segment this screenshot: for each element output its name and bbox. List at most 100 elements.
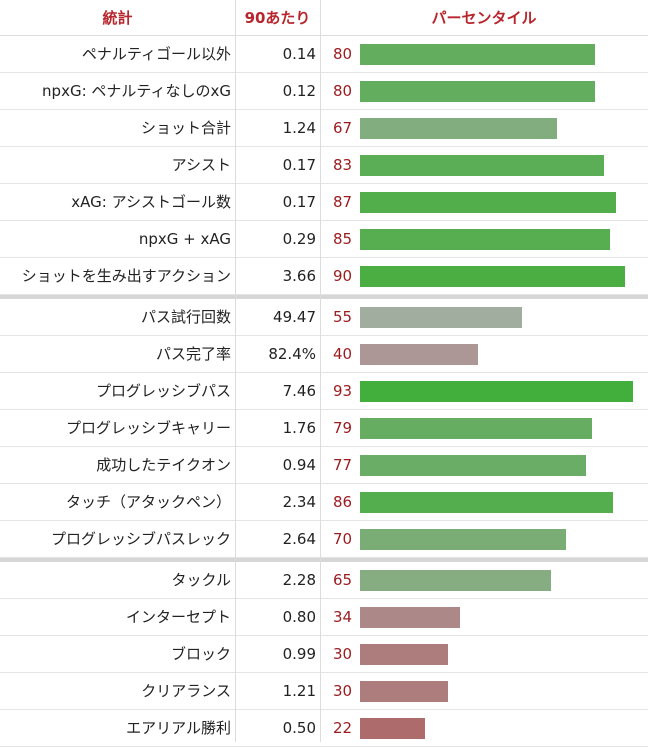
percentile-bar <box>360 192 616 213</box>
stat-name: クリアランス <box>141 682 231 700</box>
percentile-bar <box>360 381 633 402</box>
per90-value: 0.80 <box>282 608 316 626</box>
percentile-bar <box>360 607 460 628</box>
per90-value: 82.4% <box>268 345 316 363</box>
percentile-value: 22 <box>333 719 353 737</box>
percentile-value: 30 <box>333 645 353 663</box>
table-row: インターセプト 0.80 34 <box>0 599 648 636</box>
stat-name: npxG: ペナルティなしのxG <box>42 82 231 100</box>
stat-name: npxG + xAG <box>138 230 231 248</box>
percentile-bar <box>360 418 592 439</box>
percentile-value: 80 <box>333 82 353 100</box>
stat-name: パス試行回数 <box>140 308 231 326</box>
stat-name: 成功したテイクオン <box>96 456 231 474</box>
stat-name: ブロック <box>170 645 231 663</box>
stat-name: ペナルティゴール以外 <box>81 45 231 63</box>
stat-name: ショットを生み出すアクション <box>21 267 231 285</box>
percentile-value: 30 <box>333 682 353 700</box>
per90-value: 0.17 <box>282 193 316 211</box>
table-row: タックル 2.28 65 <box>0 558 648 599</box>
percentile-value: 77 <box>333 456 353 474</box>
percentile-bar <box>360 644 448 665</box>
table-row: 成功したテイクオン 0.94 77 <box>0 447 648 484</box>
per90-value: 49.47 <box>273 308 316 326</box>
per90-value: 0.29 <box>282 230 316 248</box>
per90-value: 0.14 <box>282 45 316 63</box>
percentile-value: 86 <box>333 493 353 511</box>
per90-value: 2.34 <box>282 493 316 511</box>
percentile-value: 90 <box>333 267 353 285</box>
per90-value: 2.28 <box>282 571 316 589</box>
percentile-value: 80 <box>333 45 353 63</box>
table-row: ペナルティゴール以外 0.14 80 <box>0 36 648 73</box>
table-row: xAG: アシストゴール数 0.17 87 <box>0 184 648 221</box>
per90-value: 7.46 <box>282 382 316 400</box>
table-row: エアリアル勝利 0.50 22 <box>0 710 648 747</box>
percentile-bar <box>360 229 610 250</box>
percentile-value: 93 <box>333 382 353 400</box>
table-row: npxG + xAG 0.29 85 <box>0 221 648 258</box>
stat-name: タッチ（アタックペン） <box>65 493 231 511</box>
table-row: プログレッシブパスレック 2.64 70 <box>0 521 648 558</box>
per90-value: 0.99 <box>282 645 316 663</box>
column-divider <box>235 0 236 742</box>
per90-value: 1.24 <box>282 119 316 137</box>
percentile-value: 70 <box>333 530 353 548</box>
stat-name: xAG: アシストゴール数 <box>71 193 231 211</box>
percentile-value: 87 <box>333 193 353 211</box>
per90-value: 1.76 <box>282 419 316 437</box>
percentile-bar <box>360 44 595 65</box>
header-stat[interactable]: 統計 <box>102 9 133 27</box>
table-row: クリアランス 1.21 30 <box>0 673 648 710</box>
stat-name: タックル <box>171 571 231 589</box>
stat-name: エアリアル勝利 <box>126 719 231 737</box>
per90-value: 0.94 <box>282 456 316 474</box>
table-row: パス試行回数 49.47 55 <box>0 295 648 336</box>
stat-name: パス完了率 <box>155 345 231 363</box>
table-row: ブロック 0.99 30 <box>0 636 648 673</box>
stat-name: プログレッシブパス <box>95 382 231 400</box>
percentile-bar <box>360 570 551 591</box>
column-divider <box>320 0 321 742</box>
percentile-bar <box>360 81 595 102</box>
percentile-value: 79 <box>333 419 353 437</box>
percentile-bar <box>360 681 448 702</box>
percentile-value: 34 <box>333 608 353 626</box>
percentile-value: 67 <box>333 119 353 137</box>
percentile-value: 83 <box>333 156 353 174</box>
percentile-bar <box>360 307 522 328</box>
table-header: 統計 90あたり パーセンタイル <box>0 0 648 36</box>
header-per90[interactable]: 90あたり <box>244 9 311 27</box>
percentile-bar <box>360 155 604 176</box>
percentile-value: 85 <box>333 230 353 248</box>
stat-name: ショット合計 <box>140 119 231 137</box>
stat-name: インターセプト <box>125 608 231 626</box>
per90-value: 0.17 <box>282 156 316 174</box>
table-row: ショットを生み出すアクション 3.66 90 <box>0 258 648 295</box>
percentile-bar <box>360 529 566 550</box>
table-row: npxG: ペナルティなしのxG 0.12 80 <box>0 73 648 110</box>
per90-value: 3.66 <box>282 267 316 285</box>
table-row: ショット合計 1.24 67 <box>0 110 648 147</box>
table-row: タッチ（アタックペン） 2.34 86 <box>0 484 648 521</box>
table-body: ペナルティゴール以外 0.14 80 npxG: ペナルティなしのxG 0.12 80 ショ… <box>0 36 648 747</box>
per90-value: 0.50 <box>282 719 316 737</box>
stat-name: アシスト <box>171 156 231 174</box>
percentile-bar <box>360 492 613 513</box>
percentile-value: 55 <box>333 308 353 326</box>
table-row: アシスト 0.17 83 <box>0 147 648 184</box>
stat-name: プログレッシブキャリー <box>65 419 231 437</box>
percentile-bar <box>360 118 557 139</box>
table-row: プログレッシブパス 7.46 93 <box>0 373 648 410</box>
percentile-bar <box>360 266 625 287</box>
stat-name: プログレッシブパスレック <box>50 530 231 548</box>
per90-value: 0.12 <box>282 82 316 100</box>
table-row: プログレッシブキャリー 1.76 79 <box>0 410 648 447</box>
percentile-value: 40 <box>333 345 353 363</box>
header-percentile[interactable]: パーセンタイル <box>431 9 537 27</box>
per90-value: 1.21 <box>282 682 316 700</box>
table-row: パス完了率 82.4% 40 <box>0 336 648 373</box>
per90-value: 2.64 <box>282 530 316 548</box>
percentile-bar <box>360 718 425 739</box>
